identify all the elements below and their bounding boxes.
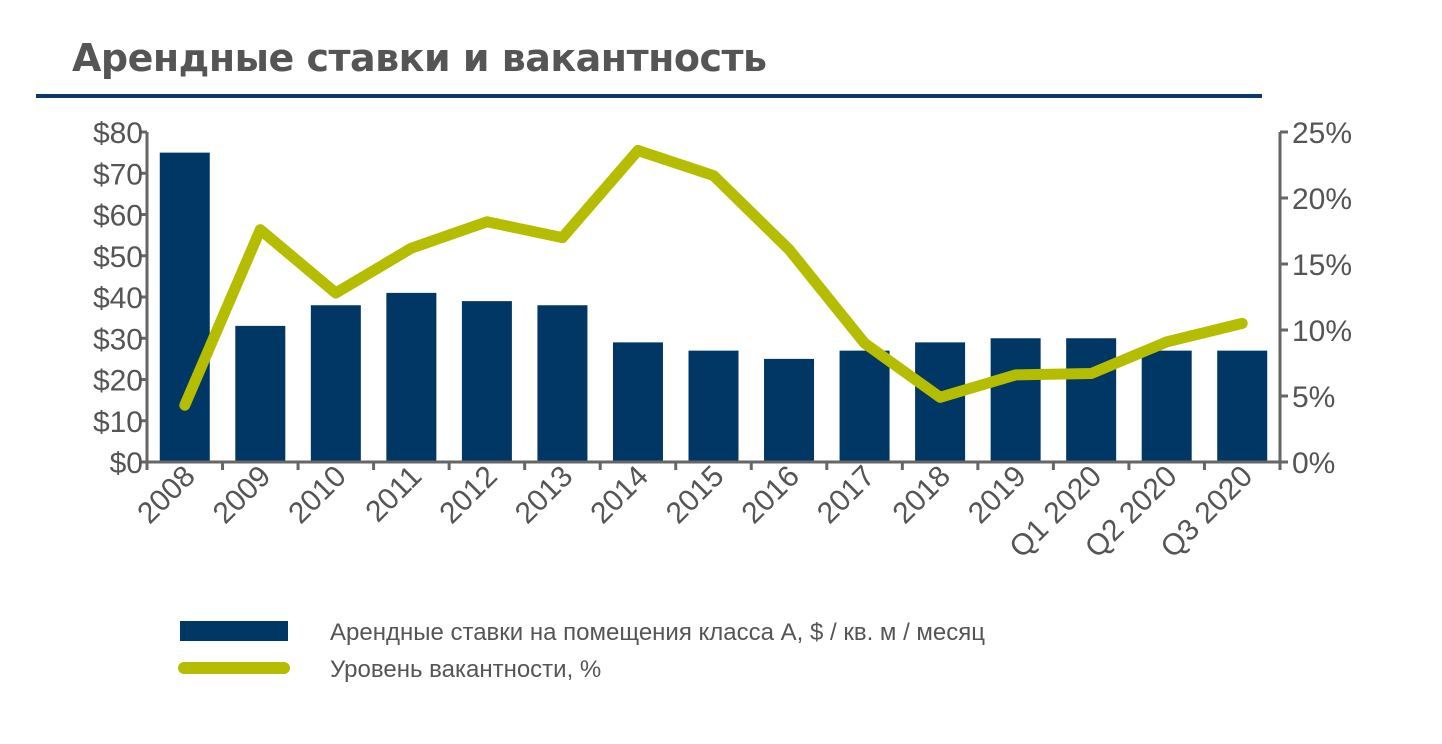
legend-bar-label: Арендные ставки на помещения класса А, $… [330, 619, 985, 646]
bar-2019 [990, 338, 1041, 462]
left-tick-label: $20 [93, 365, 143, 398]
right-tick-label: 20% [1292, 183, 1352, 216]
legend-bar-swatch [180, 621, 288, 641]
x-tick-label: 2010 [282, 460, 353, 531]
bar-2013 [537, 305, 588, 462]
bar-2010 [310, 305, 361, 462]
left-tick-label: $0 [110, 447, 143, 480]
x-tick-label: 2018 [887, 460, 958, 531]
bar-q3-2020 [1217, 350, 1268, 462]
bar-2008 [159, 152, 210, 462]
right-tick-label: 5% [1292, 381, 1335, 414]
bar-q2-2020 [1141, 350, 1192, 462]
bar-q1-2020 [1066, 338, 1117, 462]
left-tick-label: $40 [93, 282, 143, 315]
left-tick-label: $80 [93, 117, 143, 150]
right-tick-label: 10% [1292, 315, 1352, 348]
x-tick-label: 2012 [433, 460, 504, 531]
x-tick-label: 2011 [359, 460, 428, 529]
x-tick-label: 2016 [735, 460, 806, 531]
bar-2014 [612, 342, 663, 462]
legend-line-label: Уровень вакантности, % [330, 656, 601, 683]
x-tick-label: 2009 [207, 460, 278, 531]
x-tick-label: 2013 [509, 460, 580, 531]
bar-2016 [764, 358, 815, 462]
left-tick-label: $10 [93, 406, 143, 439]
bar-2017 [839, 350, 890, 462]
left-tick-label: $50 [93, 241, 143, 274]
bar-2011 [386, 292, 437, 462]
bar-2009 [235, 325, 286, 462]
right-tick-label: 0% [1292, 447, 1335, 480]
chart-title: Арендные ставки и вакантность [72, 36, 767, 80]
right-tick-label: 25% [1292, 117, 1352, 150]
right-tick-label: 15% [1292, 249, 1352, 282]
x-tick-label: 2019 [962, 460, 1033, 531]
title-rule [36, 94, 1262, 98]
left-tick-label: $70 [93, 158, 143, 191]
bar-2012 [461, 301, 512, 462]
left-tick-label: $60 [93, 200, 143, 233]
left-tick-label: $30 [93, 323, 143, 356]
x-tick-label: 2014 [584, 460, 655, 531]
x-tick-label: 2015 [660, 460, 731, 531]
x-tick-label: 2017 [811, 460, 882, 531]
bar-2015 [688, 350, 739, 462]
